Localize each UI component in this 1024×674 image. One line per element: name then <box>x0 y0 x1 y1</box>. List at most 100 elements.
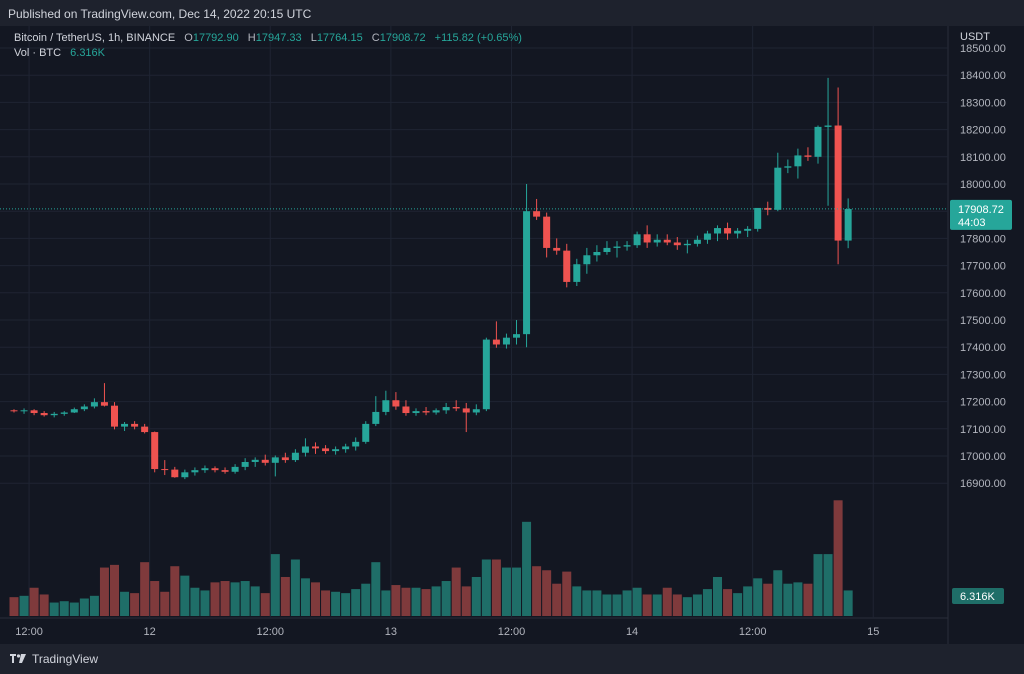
time-tick-label: 12 <box>144 626 156 638</box>
candle-body <box>80 406 88 410</box>
volume-bar <box>270 554 280 616</box>
volume-bar <box>371 562 381 616</box>
volume-bar <box>582 590 592 616</box>
volume-bar <box>391 585 401 616</box>
volume-bar <box>612 594 622 616</box>
volume-bar <box>300 578 310 616</box>
volume-bar <box>421 589 431 616</box>
candle-body <box>301 446 309 453</box>
price-tick-label: 17200.00 <box>960 397 1006 409</box>
candle-body <box>131 423 139 427</box>
low-label: L <box>310 32 317 44</box>
volume-bar <box>210 582 220 616</box>
volume-bar <box>260 593 270 616</box>
price-tick-label: 17500.00 <box>960 315 1006 327</box>
volume-bar <box>381 590 391 616</box>
candle-body <box>191 470 199 473</box>
volume-bar <box>311 582 320 616</box>
candle-body <box>653 239 661 243</box>
volume-bar <box>723 589 733 616</box>
candle-body <box>824 125 832 127</box>
volume-bar <box>411 587 421 616</box>
volume-bar <box>431 586 441 616</box>
volume-bar <box>39 594 49 616</box>
volume-bar <box>763 583 773 616</box>
open-value: 17792.90 <box>192 32 239 44</box>
candle-body <box>10 410 18 412</box>
symbol-label: Bitcoin / TetherUS, 1h, BINANCE <box>14 32 176 44</box>
close-label: C <box>371 32 380 44</box>
candle-body <box>111 405 118 427</box>
candle-body <box>553 247 561 251</box>
volume-bar <box>79 598 89 616</box>
volume-bar <box>753 578 763 616</box>
price-tick-label: 17700.00 <box>960 261 1006 273</box>
candle-body <box>261 459 269 463</box>
candle-body <box>703 233 711 240</box>
candle-body <box>231 466 239 472</box>
time-tick-label: 14 <box>626 626 638 638</box>
volume-bar <box>250 586 260 616</box>
candle-body <box>342 446 350 450</box>
volume-bar <box>150 581 160 616</box>
volume-bar <box>702 589 712 616</box>
chart-legend: Bitcoin / TetherUS, 1h, BINANCE O17792.9… <box>14 31 522 61</box>
volume-bar <box>9 597 19 616</box>
volume-bar <box>692 594 702 616</box>
volume-bar <box>803 583 813 616</box>
volume-bar <box>331 591 341 616</box>
volume-bar <box>160 591 170 616</box>
volume-bar <box>49 602 59 616</box>
volume-bar <box>361 583 371 616</box>
volume-bar <box>793 582 803 616</box>
volume-bar <box>532 566 542 616</box>
brand-label: TradingView <box>32 652 99 666</box>
candle-body <box>603 247 611 252</box>
volume-bar <box>522 521 532 616</box>
time-tick-label: 12:00 <box>15 626 43 638</box>
candle-body <box>171 469 179 478</box>
volume-bar <box>321 590 331 616</box>
candle-body <box>754 207 762 229</box>
candle-body <box>20 410 28 412</box>
candle-body <box>70 409 78 413</box>
candle-countdown: 44:03 <box>958 217 986 229</box>
candle-body <box>422 411 430 413</box>
candle-body <box>583 255 591 265</box>
volume-value: 6.316K <box>70 47 106 59</box>
price-tick-label: 17300.00 <box>960 369 1006 381</box>
candle-body <box>774 167 782 210</box>
volume-bar <box>401 587 411 616</box>
candle-body <box>643 234 651 243</box>
price-axis-pane <box>948 26 1024 618</box>
volume-bar <box>652 594 662 616</box>
tradingview-brand[interactable]: TradingView <box>10 652 98 666</box>
volume-bar <box>672 594 682 616</box>
volume-bar <box>682 597 692 616</box>
price-tick-label: 17000.00 <box>960 451 1006 463</box>
price-tick-label: 16900.00 <box>960 478 1006 490</box>
volume-legend-row: Vol · BTC 6.316K <box>14 46 522 61</box>
candle-body <box>613 246 621 248</box>
volume-bar <box>461 586 471 616</box>
volume-bar <box>230 582 240 616</box>
volume-bar <box>29 587 39 616</box>
volume-bar <box>451 567 461 616</box>
candle-body <box>30 410 38 414</box>
price-tick-label: 18300.00 <box>960 97 1006 109</box>
volume-bar <box>843 590 853 616</box>
price-tick-label: 18200.00 <box>960 125 1006 137</box>
time-tick-label: 12:00 <box>739 626 767 638</box>
volume-bar <box>110 564 119 616</box>
candle-body <box>794 155 802 167</box>
candle-body <box>60 412 68 414</box>
volume-bar <box>89 595 99 616</box>
volume-bar <box>140 562 150 616</box>
candle-body <box>744 228 752 231</box>
volume-bar <box>130 593 140 616</box>
high-label: H <box>247 32 256 44</box>
candle-body <box>372 411 380 424</box>
time-tick-label: 13 <box>385 626 397 638</box>
ohlc-legend-row: Bitcoin / TetherUS, 1h, BINANCE O17792.9… <box>14 31 522 46</box>
